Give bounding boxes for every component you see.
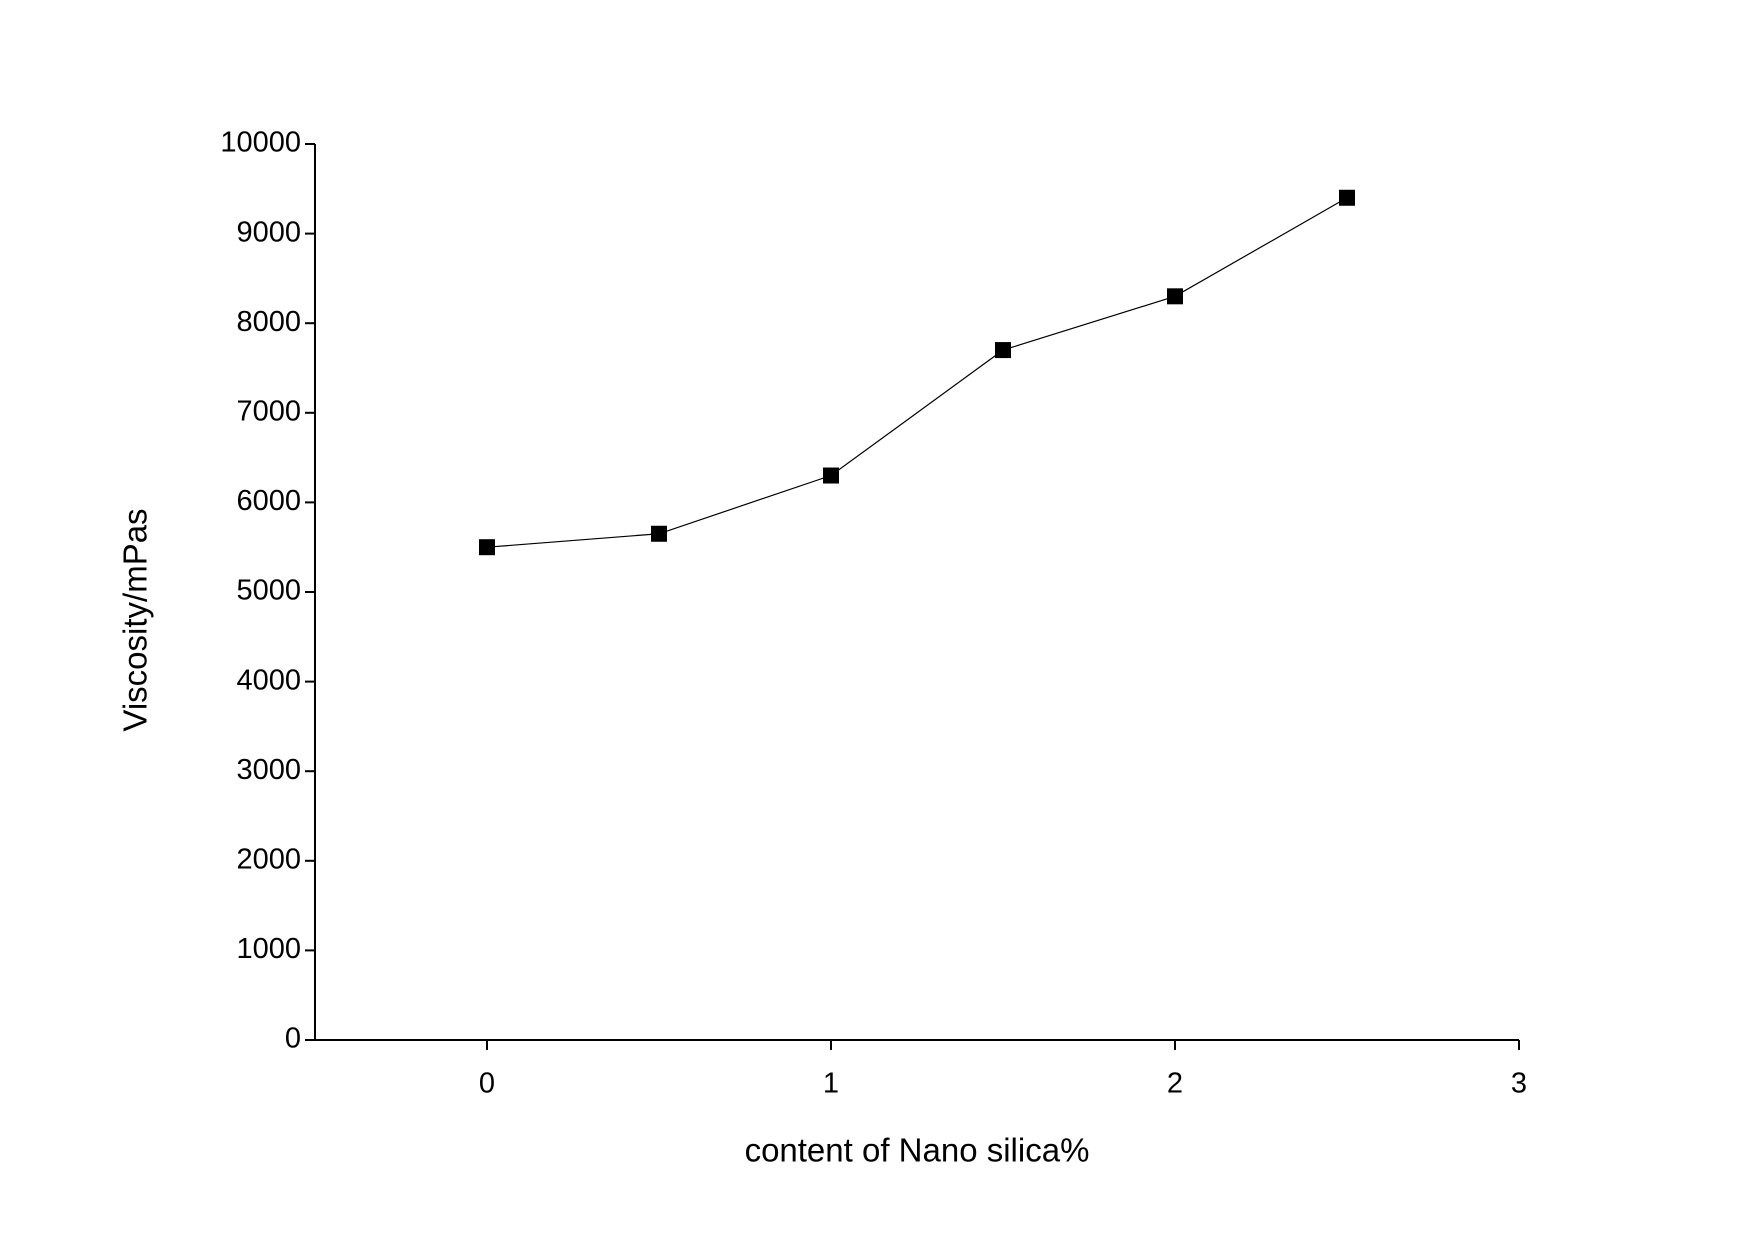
y-tick-label: 8000: [236, 306, 301, 338]
y-tick-label: 2000: [236, 843, 301, 875]
y-tick-label: 7000: [236, 395, 301, 427]
y-tick-label: 5000: [236, 575, 301, 607]
x-tick-label: 0: [479, 1068, 495, 1100]
marker: [823, 467, 839, 484]
marker: [1167, 288, 1183, 305]
y-axis-label: Viscosity/mPas: [117, 508, 154, 731]
y-tick-label: 1000: [236, 933, 301, 965]
y-tick-label: 6000: [236, 485, 301, 517]
x-axis-label: content of Nano silica%: [745, 1132, 1090, 1169]
y-tick-label: 4000: [236, 664, 301, 696]
x-tick-label: 3: [1511, 1068, 1527, 1100]
y-tick-label: 10000: [220, 127, 301, 159]
line: [486, 197, 1348, 548]
marker: [1339, 189, 1355, 206]
marker: [479, 539, 495, 556]
y-tick-label: 9000: [236, 216, 301, 248]
y-tick-label: 0: [285, 1023, 301, 1055]
marker: [651, 525, 667, 542]
x-tick-label: 2: [1167, 1068, 1183, 1100]
x-tick-label: 1: [823, 1068, 839, 1100]
y-tick-label: 3000: [236, 754, 301, 786]
marker: [995, 342, 1011, 359]
